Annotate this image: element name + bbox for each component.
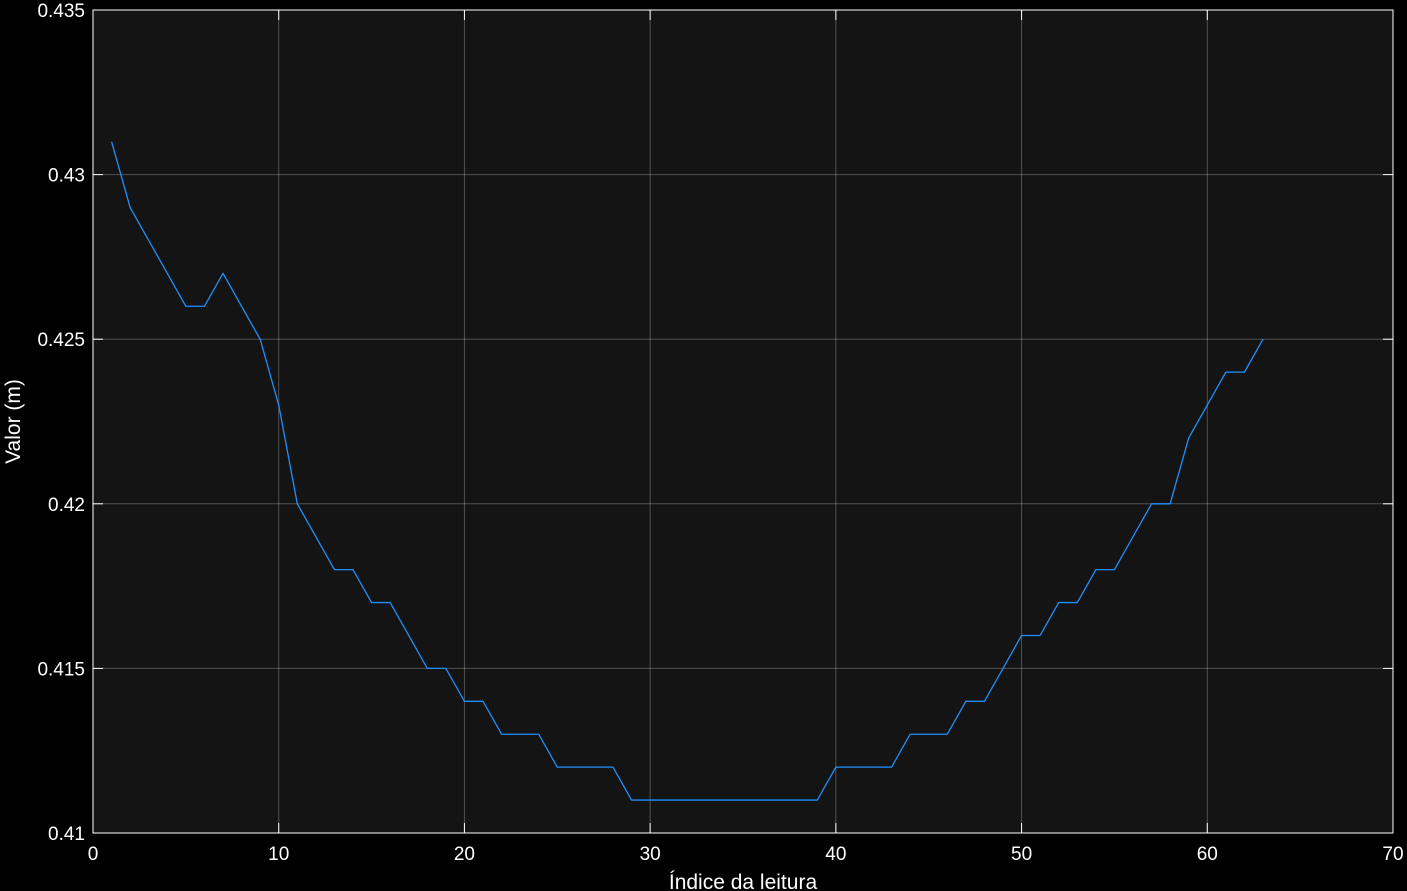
axes-box [92,9,1394,834]
x-tick-label: 30 [640,844,661,865]
x-tick-label: 50 [1011,844,1032,865]
x-tick-label: 40 [825,844,846,865]
x-tick-label: 20 [454,844,475,865]
y-tick-label: 0.425 [37,330,85,351]
x-tick-label: 70 [1382,844,1403,865]
series-line [110,141,1264,801]
y-tick-label: 0.42 [48,495,85,516]
y-tick-labels: 0.41 0.415 0.42 0.425 0.43 0.435 [37,1,85,845]
y-tick-label: 0.41 [48,824,85,845]
y-axis-label: Valor (m) [2,379,25,464]
x-tick-label: 60 [1197,844,1218,865]
x-tick-labels: 0 10 20 30 40 50 60 70 [88,844,1404,865]
x-tick-label: 10 [268,844,289,865]
plot-area [93,10,1393,833]
series-group [110,141,1264,801]
x-tick-label: 0 [88,844,99,865]
x-axis-label: Índice da leitura [669,871,818,891]
y-tick-label: 0.435 [37,1,85,22]
y-tick-label: 0.43 [48,166,85,187]
y-tick-label: 0.415 [37,659,85,680]
axes [92,9,1394,834]
